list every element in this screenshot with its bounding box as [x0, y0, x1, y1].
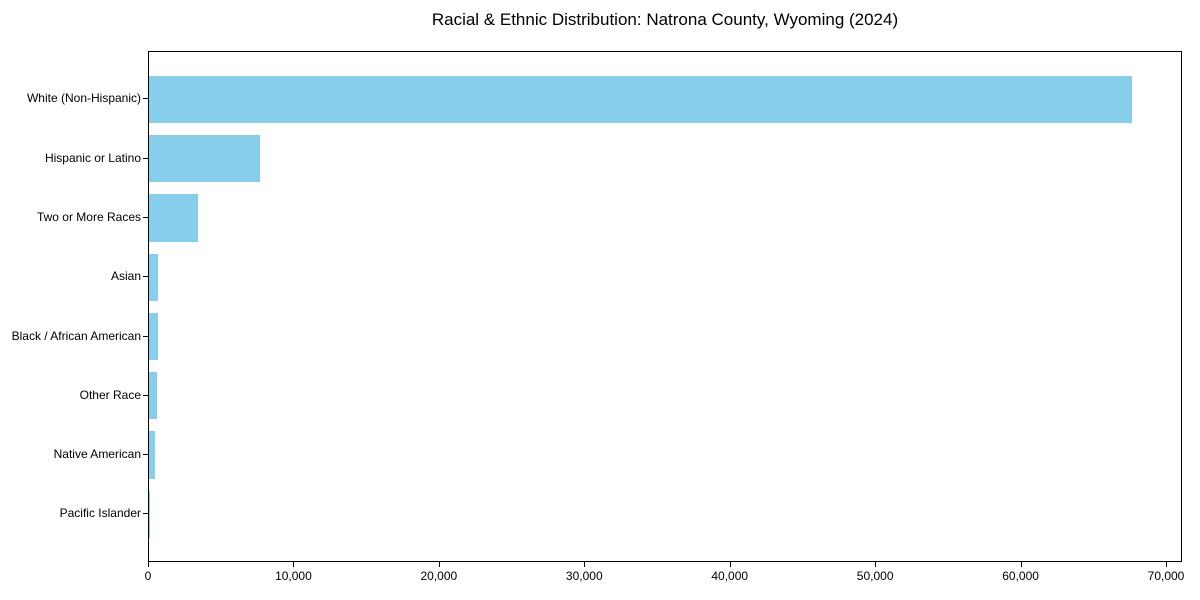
category-label: White (Non-Hispanic)	[26, 91, 141, 106]
x-axis-tick	[293, 562, 295, 567]
bar	[149, 372, 158, 420]
y-axis-tick	[143, 276, 148, 278]
plot-area	[148, 51, 1182, 562]
bar	[149, 194, 198, 242]
x-tick-label: 20,000	[420, 569, 458, 583]
bar	[149, 431, 156, 479]
category-label: Black / African American	[11, 328, 141, 343]
x-axis-tick	[729, 562, 731, 567]
y-axis-tick	[143, 335, 148, 337]
bar	[149, 490, 150, 539]
y-axis-tick	[143, 513, 148, 515]
bar	[149, 253, 159, 301]
category-label: Pacific Islander	[59, 506, 141, 521]
x-tick-label: 40,000	[711, 569, 749, 583]
bar	[149, 134, 261, 183]
category-label: Two or More Races	[36, 209, 141, 224]
y-axis-tick	[143, 394, 148, 396]
category-label: Asian	[110, 269, 141, 284]
x-tick-label: 70,000	[1147, 569, 1185, 583]
x-axis-tick	[438, 562, 440, 567]
x-tick-label: 0	[144, 569, 152, 583]
x-tick-label: 10,000	[275, 569, 312, 583]
category-label: Other Race	[79, 387, 141, 402]
x-axis-tick	[1020, 562, 1022, 567]
x-tick-label: 60,000	[1002, 569, 1039, 583]
x-axis-tick	[875, 562, 877, 567]
y-axis-tick	[143, 216, 148, 218]
y-axis-tick	[143, 157, 148, 159]
bar	[149, 75, 1132, 123]
x-axis-tick	[584, 562, 586, 567]
x-tick-label: 30,000	[565, 569, 603, 583]
x-axis-tick	[148, 562, 149, 567]
category-label: Hispanic or Latino	[44, 150, 141, 165]
y-axis-tick	[143, 454, 148, 456]
bar	[149, 312, 158, 361]
category-label: Native American	[53, 447, 141, 462]
y-axis-tick	[143, 98, 148, 100]
x-axis-tick	[1166, 562, 1167, 567]
chart-title: Racial & Ethnic Distribution: Natrona Co…	[431, 10, 899, 29]
x-tick-label: 50,000	[856, 569, 894, 583]
